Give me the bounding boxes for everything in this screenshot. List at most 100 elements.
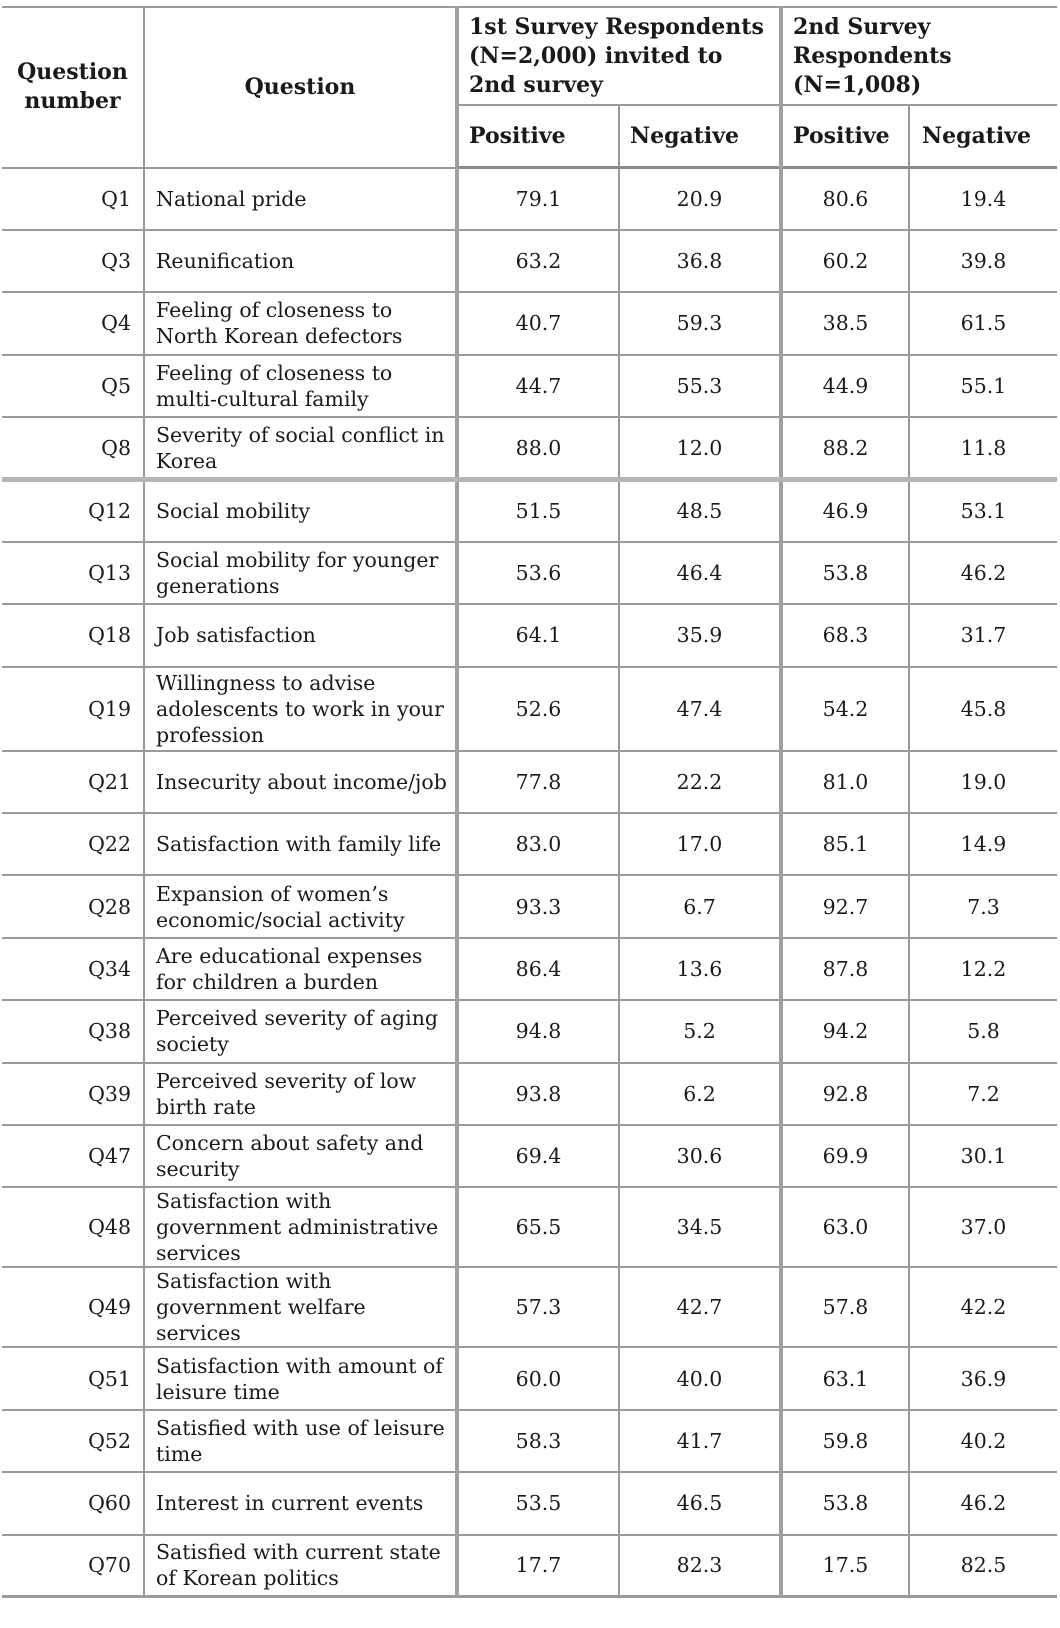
question-number-cell: Q13 [2, 541, 144, 606]
second-positive-cell: 92.8 [779, 1062, 909, 1126]
question-number-cell: Q22 [2, 813, 144, 877]
second-positive-cell: 80.6 [779, 167, 909, 231]
second-positive-cell: 60.2 [779, 229, 909, 294]
second-negative-cell: 14.9 [908, 813, 1057, 877]
second-negative-cell: 19.4 [908, 167, 1057, 231]
second-positive-cell: 44.9 [779, 354, 909, 419]
question-text-cell: Are educational expenses for children a … [143, 937, 457, 1002]
second-positive-cell: 59.8 [779, 1409, 909, 1474]
question-number-cell: Q8 [2, 417, 144, 482]
first-negative-cell: 20.9 [618, 167, 781, 231]
question-text-cell: Satisfied with use of leisure time [143, 1409, 457, 1474]
question-text-cell: Concern about safety and security [143, 1124, 457, 1189]
second-positive-cell: 53.8 [779, 1472, 909, 1536]
second-positive-cell: 57.8 [779, 1267, 909, 1349]
table-row: Q52 Satisfied with use of leisure time 58.… [2, 1409, 1057, 1474]
first-positive-cell: 93.3 [455, 875, 619, 939]
second-negative-cell: 36.9 [908, 1347, 1057, 1411]
second-positive-cell: 54.2 [779, 666, 909, 752]
table-row: Q19 Willingness to advise adolescents to … [2, 666, 1057, 752]
first-negative-cell: 55.3 [618, 354, 781, 419]
second-positive-cell: 88.2 [779, 417, 909, 482]
table-row: Q22 Satisfaction with family life 83.0 17.0… [2, 813, 1057, 877]
question-text-cell: Job satisfaction [143, 604, 457, 668]
table-row: Q4 Feeling of closeness to North Korean d… [2, 292, 1057, 356]
question-number-cell: Q52 [2, 1409, 144, 1474]
first-positive-cell: 83.0 [455, 813, 619, 877]
second-negative-cell: 61.5 [908, 292, 1057, 356]
table-row: Q13 Social mobility for younger generatio… [2, 541, 1057, 606]
first-positive-cell: 88.0 [455, 417, 619, 482]
question-number-cell: Q28 [2, 875, 144, 939]
second-positive-cell: 63.1 [779, 1347, 909, 1411]
first-negative-cell: 46.5 [618, 1472, 781, 1536]
table-row: Q1 National pride 79.1 20.9 80.6 19.4 [2, 167, 1057, 231]
first-negative-cell: 41.7 [618, 1409, 781, 1474]
first-positive-cell: 53.6 [455, 541, 619, 606]
table-row: Q3 Reunification 63.2 36.8 60.2 39.8 [2, 229, 1057, 294]
first-negative-cell: 13.6 [618, 937, 781, 1002]
second-negative-cell: 42.2 [908, 1267, 1057, 1349]
first-negative-cell: 34.5 [618, 1187, 781, 1269]
header-second-survey: 2nd Survey Respondents (N=1,008) [779, 7, 1057, 106]
second-positive-cell: 94.2 [779, 1000, 909, 1064]
question-text-cell: Social mobility for younger generations [143, 541, 457, 606]
second-negative-cell: 11.8 [908, 417, 1057, 482]
question-number-cell: Q3 [2, 229, 144, 294]
question-number-cell: Q48 [2, 1187, 144, 1269]
question-text-cell: Severity of social conflict in Korea [143, 417, 457, 482]
first-positive-cell: 79.1 [455, 167, 619, 231]
question-number-cell: Q21 [2, 750, 144, 815]
question-text-cell: Reunification [143, 229, 457, 294]
table-row: Q28 Expansion of women’s economic/social … [2, 875, 1057, 939]
table-body: Q1 National pride 79.1 20.9 80.6 19.4 Q3 Reunif… [2, 167, 1057, 1598]
first-negative-cell: 35.9 [618, 604, 781, 668]
table-row: Q12 Social mobility 51.5 48.5 46.9 53.1 [2, 479, 1057, 543]
first-positive-cell: 64.1 [455, 604, 619, 668]
question-number-cell: Q19 [2, 666, 144, 752]
second-negative-cell: 12.2 [908, 937, 1057, 1002]
first-positive-cell: 52.6 [455, 666, 619, 752]
header-first-survey: 1st Survey Respondents (N=2,000) invited… [455, 7, 781, 106]
question-number-cell: Q18 [2, 604, 144, 668]
table-row: Q48 Satisfaction with government administ… [2, 1187, 1057, 1269]
table-row: Q47 Concern about safety and security 69.4… [2, 1124, 1057, 1189]
second-negative-cell: 39.8 [908, 229, 1057, 294]
first-negative-cell: 6.7 [618, 875, 781, 939]
first-negative-cell: 36.8 [618, 229, 781, 294]
question-text-cell: Insecurity about income/job [143, 750, 457, 815]
first-positive-cell: 93.8 [455, 1062, 619, 1126]
first-negative-cell: 82.3 [618, 1534, 781, 1598]
first-negative-cell: 46.4 [618, 541, 781, 606]
table-row: Q51 Satisfaction with amount of leisure t… [2, 1347, 1057, 1411]
first-negative-cell: 59.3 [618, 292, 781, 356]
question-text-cell: Interest in current events [143, 1472, 457, 1536]
second-negative-cell: 7.3 [908, 875, 1057, 939]
first-negative-cell: 22.2 [618, 750, 781, 815]
second-positive-cell: 63.0 [779, 1187, 909, 1269]
first-positive-cell: 53.5 [455, 1472, 619, 1536]
first-positive-cell: 57.3 [455, 1267, 619, 1349]
survey-comparison-table: Question number Question 1st Survey Resp… [2, 6, 1057, 1599]
first-positive-cell: 86.4 [455, 937, 619, 1002]
second-negative-cell: 46.2 [908, 541, 1057, 606]
question-number-cell: Q51 [2, 1347, 144, 1411]
second-positive-cell: 38.5 [779, 292, 909, 356]
first-negative-cell: 48.5 [618, 479, 781, 543]
header-positive-1: Positive [455, 105, 619, 169]
second-negative-cell: 19.0 [908, 750, 1057, 815]
second-negative-cell: 46.2 [908, 1472, 1057, 1536]
first-positive-cell: 63.2 [455, 229, 619, 294]
second-negative-cell: 40.2 [908, 1409, 1057, 1474]
second-positive-cell: 53.8 [779, 541, 909, 606]
question-text-cell: Willingness to advise adolescents to wor… [143, 666, 457, 752]
question-text-cell: Feeling of closeness to North Korean def… [143, 292, 457, 356]
first-negative-cell: 12.0 [618, 417, 781, 482]
first-positive-cell: 94.8 [455, 1000, 619, 1064]
first-negative-cell: 30.6 [618, 1124, 781, 1189]
question-number-cell: Q70 [2, 1534, 144, 1598]
second-positive-cell: 46.9 [779, 479, 909, 543]
question-text-cell: Satisfaction with government welfare ser… [143, 1267, 457, 1349]
question-text-cell: Satisfaction with government administrat… [143, 1187, 457, 1269]
question-number-cell: Q34 [2, 937, 144, 1002]
